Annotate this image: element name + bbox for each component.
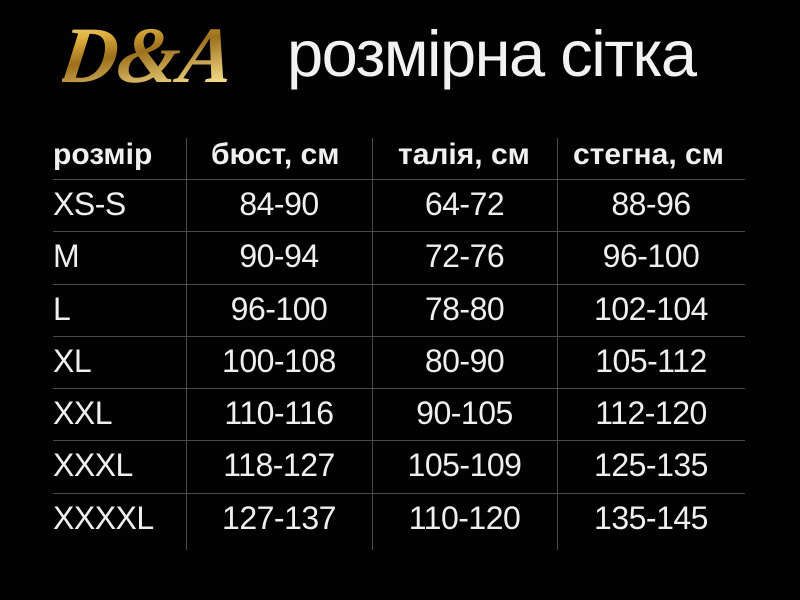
svg-text:D&A: D&A xyxy=(62,11,240,100)
